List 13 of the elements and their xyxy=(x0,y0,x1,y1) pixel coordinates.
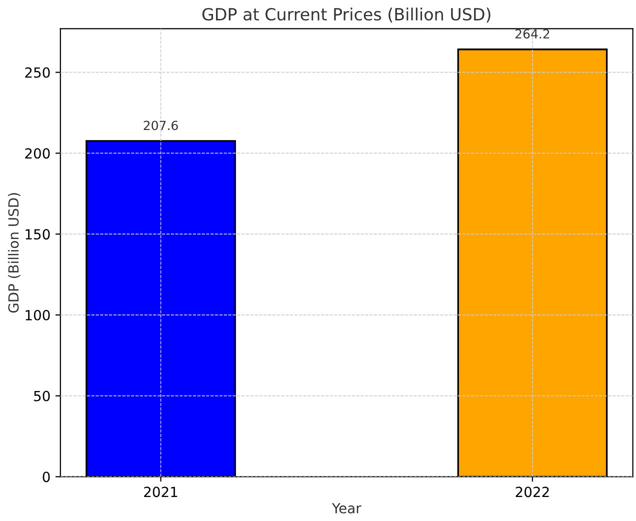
chart-title: GDP at Current Prices (Billion USD) xyxy=(202,8,490,23)
y-tick-label: 150 xyxy=(26,229,50,240)
y-axis-title: GDP (Billion USD) xyxy=(8,193,20,313)
y-tick-label: 100 xyxy=(26,310,50,320)
x-tick-label: 2022 xyxy=(516,486,549,498)
data-label: 207.6 xyxy=(144,120,178,130)
x-tick-label: 2021 xyxy=(144,486,178,498)
y-tick-label: 50 xyxy=(34,390,50,402)
y-tick-label: 200 xyxy=(25,148,50,159)
y-tick-label: 250 xyxy=(25,67,50,78)
x-axis-title: Year xyxy=(332,503,362,514)
data-label: 264.2 xyxy=(515,29,550,39)
y-tick-label: 0 xyxy=(42,472,50,482)
